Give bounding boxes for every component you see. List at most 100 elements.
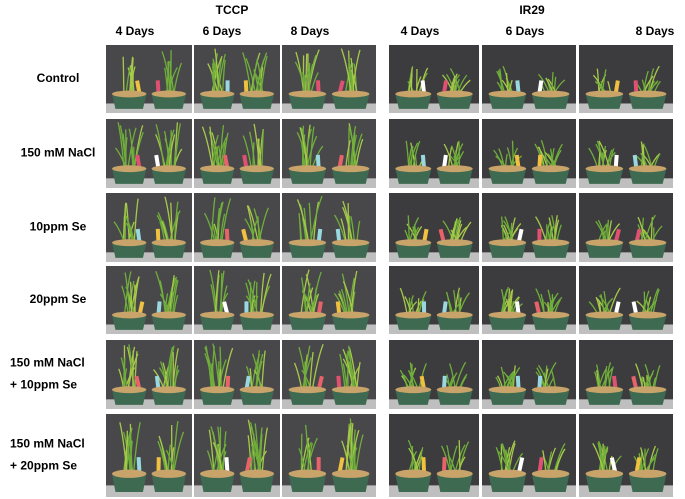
leaf-blade <box>255 52 268 95</box>
plant-photo <box>282 340 376 409</box>
leaf-blade <box>220 198 232 243</box>
soil <box>200 311 235 319</box>
soil <box>239 90 274 98</box>
plant-photo <box>579 340 673 409</box>
plant-photo <box>106 340 192 409</box>
soil <box>151 311 186 319</box>
leaf-blade <box>216 58 223 95</box>
bench <box>282 178 376 188</box>
pot <box>331 389 370 405</box>
pot <box>288 242 327 258</box>
leaf-blade <box>133 276 140 316</box>
plant-photo <box>389 414 479 497</box>
soil <box>112 386 147 394</box>
soil <box>151 386 186 394</box>
soil <box>628 311 667 319</box>
bench <box>106 103 192 113</box>
leaf-blade <box>340 48 353 95</box>
plant-photo <box>194 119 280 188</box>
pot <box>200 93 235 109</box>
row-label: 10ppm Se <box>30 220 87 234</box>
pot <box>628 242 667 258</box>
bench <box>389 324 479 334</box>
pot <box>200 314 235 330</box>
leaf-blade <box>352 133 363 169</box>
soil <box>488 239 527 247</box>
pot <box>395 93 432 109</box>
column-header: 8 Days <box>636 24 675 38</box>
leaf-blade <box>260 55 268 95</box>
leaf-blade <box>222 132 229 169</box>
bench <box>482 252 576 262</box>
bench <box>282 324 376 334</box>
leaf-blade <box>201 126 214 169</box>
column-header: 6 Days <box>506 24 545 38</box>
leaf-blade <box>301 357 312 390</box>
soil <box>112 239 147 247</box>
leaf-blade <box>298 212 302 243</box>
pot <box>531 389 570 405</box>
soil <box>436 90 473 98</box>
pot <box>488 242 527 258</box>
leaf-blade <box>344 353 356 390</box>
pot <box>488 93 527 109</box>
soil <box>395 165 432 173</box>
leaf-blade <box>171 280 179 316</box>
leaf-blade <box>215 274 220 315</box>
bench <box>389 399 479 409</box>
bench <box>194 485 280 497</box>
pot <box>585 168 624 184</box>
soil <box>395 90 432 98</box>
pot <box>239 168 274 184</box>
pot <box>628 473 667 493</box>
leaf-blade <box>169 279 178 316</box>
soil <box>288 239 327 247</box>
pot <box>112 473 147 493</box>
bench <box>579 485 673 497</box>
leaf-blade <box>299 127 309 169</box>
soil <box>628 469 667 478</box>
pot <box>151 473 186 493</box>
row-label: 150 mM NaCl <box>21 146 96 160</box>
leaf-blade <box>300 277 307 316</box>
pot <box>585 314 624 330</box>
leaf-blade <box>300 437 310 474</box>
plant-photo <box>482 45 576 113</box>
leaf-blade <box>351 429 356 474</box>
soil <box>331 386 370 394</box>
leaf-blade <box>166 132 173 169</box>
pot <box>585 473 624 493</box>
soil <box>531 386 570 394</box>
plant-photo <box>106 266 192 334</box>
leaf-blade <box>255 350 260 390</box>
bench <box>194 103 280 113</box>
plant-photo <box>579 193 673 262</box>
soil <box>531 165 570 173</box>
pot <box>200 168 235 184</box>
row-label: 150 mM NaCl <box>10 356 85 370</box>
plant-photo <box>482 414 576 497</box>
soil <box>585 469 624 478</box>
soil <box>395 386 432 394</box>
soil <box>488 386 527 394</box>
pot <box>331 93 370 109</box>
soil <box>488 90 527 98</box>
bench <box>482 103 576 113</box>
leaf-blade <box>350 270 358 316</box>
plant-photo <box>579 45 673 113</box>
pot <box>331 473 370 493</box>
plant-photo <box>579 414 673 497</box>
pot <box>436 314 473 330</box>
pot <box>395 473 432 493</box>
soil <box>112 165 147 173</box>
row-label: 20ppm Se <box>30 292 87 306</box>
leaf-blade <box>341 273 350 316</box>
leaf-blade <box>306 135 318 169</box>
soil <box>288 165 327 173</box>
pot <box>395 314 432 330</box>
leaf-blade <box>309 351 314 390</box>
bench <box>106 324 192 334</box>
bench <box>579 399 673 409</box>
leaf-blade <box>168 210 181 243</box>
leaf-blade <box>298 347 308 390</box>
